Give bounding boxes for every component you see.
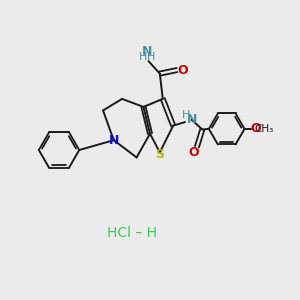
Text: N: N bbox=[186, 113, 197, 126]
Text: O: O bbox=[189, 146, 199, 159]
Text: N: N bbox=[142, 45, 152, 58]
Text: N: N bbox=[109, 134, 119, 147]
Text: HCl – H: HCl – H bbox=[107, 226, 157, 240]
Text: S: S bbox=[155, 148, 164, 161]
Text: H: H bbox=[138, 52, 147, 62]
Text: H: H bbox=[182, 110, 190, 120]
Text: O: O bbox=[177, 64, 188, 76]
Text: O: O bbox=[250, 122, 260, 135]
Text: CH₃: CH₃ bbox=[254, 124, 274, 134]
Text: H: H bbox=[147, 52, 156, 62]
